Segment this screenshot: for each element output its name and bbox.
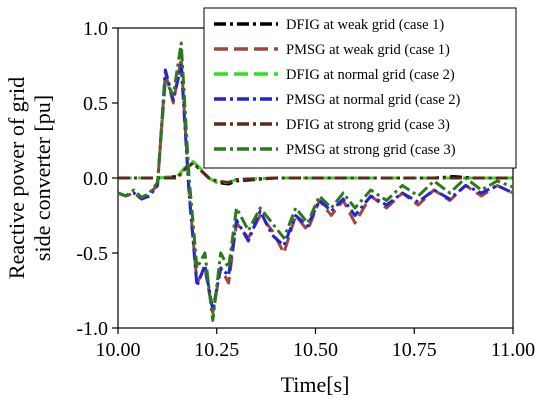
legend-label-4: PMSG at normal grid (case 2)	[286, 92, 461, 108]
y-tick-label: -1.0	[76, 318, 108, 340]
y-axis-title: Reactive power of grid side converter [p…	[4, 77, 55, 279]
legend-label-2: PMSG at weak grid (case 1)	[286, 42, 450, 58]
x-tick-label: 10.25	[194, 339, 239, 361]
legend: DFIG at weak grid (case 1) PMSG at weak g…	[203, 7, 517, 169]
x-tick-label: 10.00	[96, 339, 141, 361]
y-axis-title-line-2: side converter [pu]	[30, 95, 55, 261]
x-tick-label: 10.75	[392, 339, 437, 361]
x-tick-label: 11.00	[491, 339, 535, 361]
y-tick-label: 1.0	[83, 18, 108, 40]
x-axis-title: Time[s]	[281, 372, 350, 397]
legend-box	[203, 7, 517, 169]
legend-label-3: DFIG at normal grid (case 2)	[286, 67, 455, 83]
y-tick-label: 0.5	[83, 93, 108, 115]
y-tick-label: 0.0	[83, 168, 108, 190]
legend-label-1: DFIG at weak grid (case 1)	[286, 17, 444, 33]
y-tick-label: -0.5	[76, 243, 108, 265]
legend-label-5: DFIG at strong grid (case 3)	[286, 117, 450, 133]
series-line-5	[118, 161, 513, 184]
y-axis-title-line-1: Reactive power of grid	[4, 77, 29, 279]
axis-ticks: 10.00 10.25 10.50 10.75 11.00 -1.0 -0.5 0.0 0.5 1…	[76, 18, 535, 361]
x-tick-label: 10.50	[293, 339, 338, 361]
series-line-6	[117, 41, 514, 322]
legend-label-6: PMSG at strong grid (case 3)	[286, 142, 456, 158]
series-group	[117, 41, 514, 322]
